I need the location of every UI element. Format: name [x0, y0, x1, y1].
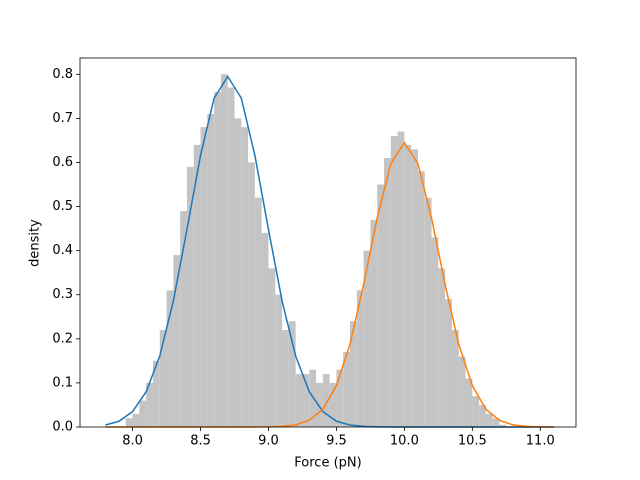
x-tick-label: 11.0 — [526, 434, 555, 449]
histogram-bar — [485, 413, 493, 427]
histogram-bar — [411, 149, 418, 428]
histogram-bar — [316, 382, 323, 427]
histogram-bar — [173, 255, 181, 427]
histogram-bar — [152, 360, 160, 427]
y-axis-label: density — [28, 219, 43, 267]
histogram-bar — [186, 166, 194, 428]
x-tick-label: 9.5 — [326, 434, 347, 449]
x-axis-label: Force (pN) — [294, 456, 361, 471]
histogram-bar — [417, 171, 425, 427]
y-tick-label: 0.0 — [52, 420, 73, 435]
histogram-bar — [458, 356, 466, 427]
x-tick-label: 8.5 — [190, 434, 211, 449]
histogram-bar — [383, 158, 391, 428]
histogram-bar — [438, 268, 446, 427]
histogram-bar — [336, 369, 344, 427]
x-tick-label: 10.0 — [390, 434, 419, 449]
histogram-bar — [166, 290, 174, 427]
histogram-bar — [472, 396, 480, 427]
histogram-bar — [282, 330, 289, 427]
histogram-bar — [241, 127, 249, 427]
histogram-bar — [431, 237, 439, 427]
histogram-bar — [288, 321, 296, 427]
histogram-bar — [499, 424, 507, 427]
histogram-bar — [363, 250, 371, 427]
histogram-bar — [445, 299, 452, 427]
histogram-bar — [322, 374, 330, 427]
histogram-bar — [200, 127, 208, 427]
x-tick-label: 10.5 — [458, 434, 487, 449]
histogram-bar — [370, 219, 378, 427]
histogram-bar — [356, 290, 364, 427]
histogram-bar — [390, 136, 398, 427]
y-tick-label: 0.4 — [52, 243, 73, 258]
histogram-bar — [343, 352, 351, 427]
histogram-bar — [329, 382, 337, 427]
histogram-bar — [125, 418, 133, 427]
histogram-bar — [309, 369, 317, 427]
x-tick-label: 8.0 — [122, 434, 143, 449]
histogram-bar — [146, 382, 153, 427]
histogram-bar — [248, 162, 255, 427]
histogram-bar — [350, 321, 357, 427]
histogram-bar — [214, 91, 221, 428]
histogram-bar — [227, 87, 235, 428]
histogram-bar — [377, 184, 384, 427]
histogram-bar — [180, 210, 187, 427]
histogram-bar — [302, 374, 310, 427]
histogram-bar — [424, 197, 432, 427]
histogram-bar — [234, 118, 242, 427]
histogram-bar — [254, 197, 262, 427]
y-tick-label: 0.3 — [52, 287, 73, 302]
histogram-bar — [404, 144, 412, 427]
y-tick-label: 0.5 — [52, 199, 73, 214]
histogram-bar — [397, 131, 405, 427]
y-tick-label: 0.8 — [52, 67, 73, 82]
y-tick-label: 0.6 — [52, 155, 73, 170]
histogram-bar — [268, 268, 276, 427]
y-tick-label: 0.7 — [52, 111, 73, 126]
histogram-bar — [220, 74, 228, 427]
histogram-bar — [139, 400, 147, 427]
histogram-bar — [275, 294, 283, 427]
histogram-bar — [193, 144, 201, 427]
histogram-bar — [159, 330, 167, 427]
histogram-bar — [295, 374, 303, 427]
histogram-bar — [207, 113, 215, 427]
histogram-bar — [479, 404, 486, 427]
histogram-bar — [451, 330, 459, 427]
histogram-bar — [492, 418, 500, 427]
histogram-bar — [261, 233, 269, 427]
x-tick-label: 9.0 — [258, 434, 279, 449]
histogram-bar — [465, 378, 473, 427]
y-tick-label: 0.1 — [52, 375, 73, 390]
histogram-bar — [132, 413, 140, 427]
y-tick-label: 0.2 — [52, 331, 73, 346]
plot-frame — [79, 57, 577, 428]
